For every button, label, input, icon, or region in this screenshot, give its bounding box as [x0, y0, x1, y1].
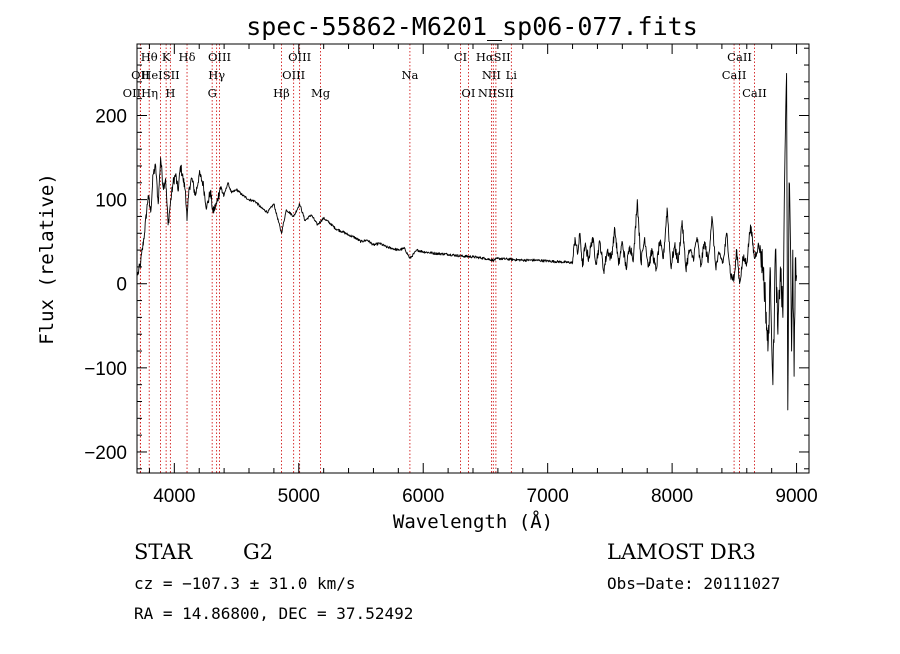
spectral-line-label: Na	[401, 68, 418, 82]
spectral-line-label: Hβ	[273, 86, 290, 100]
y-axis-ticks: 200 100 0 −100 −200	[84, 47, 809, 470]
x-axis-label: Wavelength (Å)	[393, 510, 553, 533]
chart-title: spec-55862-M6201_sp06-077.fits	[246, 12, 698, 41]
spectral-line-label: H	[165, 86, 175, 100]
spectral-line-label: NIISII	[478, 86, 514, 100]
x-tick-label: 8000	[651, 486, 693, 507]
spectral-line-markers	[139, 44, 755, 473]
x-tick-label: 6000	[402, 486, 444, 507]
x-tick-label: 7000	[527, 486, 569, 507]
y-tick-label: −200	[84, 443, 127, 464]
coordinates-readout: RA = 14.86800, DEC = 37.52492	[134, 604, 413, 623]
spectral-line-label: OIII	[288, 50, 311, 64]
spectral-line-label: OIII	[208, 50, 231, 64]
spectral-line-label: CaII	[742, 86, 767, 100]
spectral-line-label: HαSII	[476, 50, 511, 64]
redshift-readout: cz = −107.3 ± 31.0 km/s	[134, 574, 356, 593]
spectral-line-label: NII	[482, 68, 501, 82]
spectral-line-label: CaII	[727, 50, 752, 64]
object-subclass: G2	[243, 540, 273, 564]
x-axis-ticks: 4000 5000 6000 7000 8000 9000	[148, 44, 818, 507]
y-tick-label: −100	[84, 359, 127, 380]
flux-series	[137, 72, 798, 411]
spectral-line-label: Li	[506, 68, 518, 82]
spectral-line-label: K	[162, 50, 171, 64]
spectral-line-label: CI	[454, 50, 467, 64]
spectral-line-label: OII	[131, 68, 150, 82]
y-tick-label: 200	[95, 107, 127, 128]
survey-name: LAMOST DR3	[607, 540, 756, 564]
spectral-line-label: Mg	[311, 86, 331, 100]
spectral-line-label: G	[208, 86, 217, 100]
spectral-line-label: CaII	[722, 68, 747, 82]
spectral-line-label: Hδ	[179, 50, 196, 64]
spectral-line-label: Hθ	[141, 50, 158, 64]
spectral-line-label: Hγ	[208, 68, 225, 82]
object-class: STAR	[134, 540, 193, 564]
y-axis-label: Flux (relative)	[36, 173, 58, 345]
x-tick-label: 4000	[153, 486, 195, 507]
y-tick-label: 100	[95, 191, 127, 212]
x-tick-label: 5000	[278, 486, 320, 507]
observation-date: Obs−Date: 20111027	[607, 574, 780, 593]
spectral-line-label: OIII	[282, 68, 305, 82]
spectral-line-label: OIIHη	[123, 86, 159, 100]
x-tick-label: 9000	[775, 486, 817, 507]
spectral-line-label: OI	[461, 86, 475, 100]
spectral-line-label: HeISII	[141, 68, 179, 82]
flux-line	[137, 72, 798, 411]
y-tick-label: 0	[116, 275, 127, 296]
